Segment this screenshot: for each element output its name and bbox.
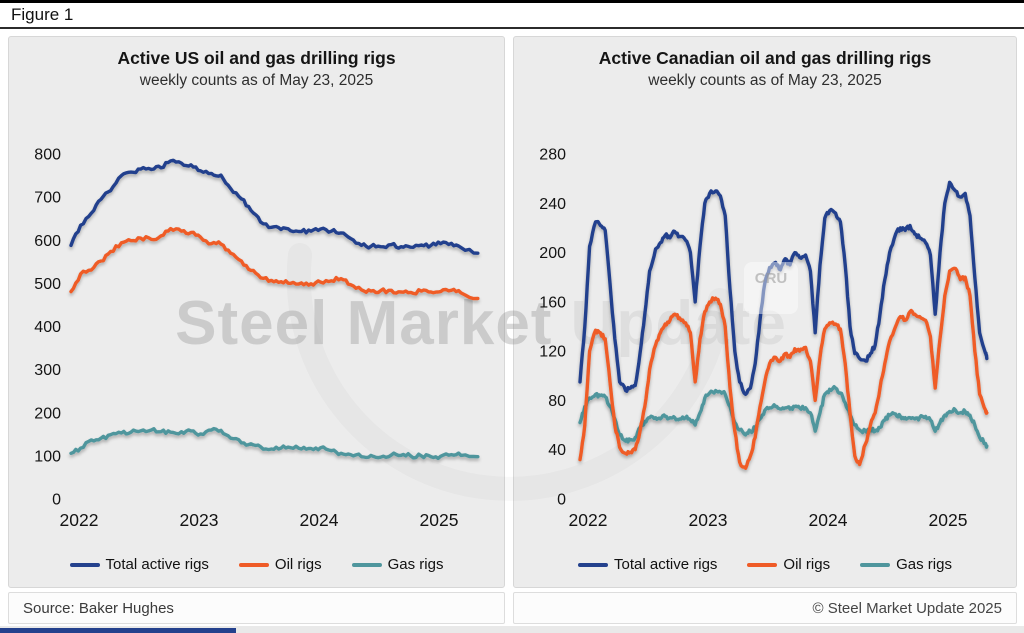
legend-item: Gas rigs (860, 556, 952, 573)
gas-rigs-line (69, 426, 480, 461)
copyright-note: © Steel Market Update 2025 (513, 592, 1017, 624)
figure-label: Figure 1 (11, 5, 74, 24)
us-chart-title: Active US oil and gas drilling rigs (117, 48, 396, 68)
y-tick-label: 120 (539, 344, 566, 361)
y-tick-label: 500 (34, 276, 61, 293)
y-tick-label: 100 (34, 448, 61, 465)
x-tick-label: 2025 (420, 510, 459, 530)
legend-label: Gas rigs (387, 556, 444, 573)
y-tick-label: 300 (34, 362, 61, 379)
us-chart-canvas: 0 100 200 300 400 500 600 700 800 2022 2023 2024 202… (34, 147, 480, 530)
canada-chart-subtitle: weekly counts as of May 23, 2025 (648, 72, 882, 89)
legend-item: Total active rigs (578, 556, 717, 573)
legend-item: Oil rigs (238, 556, 322, 573)
bottom-accent-bar (0, 628, 236, 633)
legend-label: Oil rigs (783, 556, 831, 573)
total-active-rigs-line (578, 180, 989, 396)
x-tick-label: 2024 (300, 510, 339, 530)
canada-chart-title: Active Canadian oil and gas drilling rig… (598, 48, 932, 68)
us-chart-legend: Total active rigs Oil rigs Gas rigs (9, 556, 504, 573)
legend-swatch (578, 562, 609, 567)
legend-label: Total active rigs (105, 556, 209, 573)
legend-swatch (351, 562, 382, 567)
y-tick-label: 240 (539, 196, 566, 213)
panel-us-chart: Active US oil and gas drilling rigs week… (8, 36, 505, 588)
y-tick-label: 0 (52, 492, 61, 509)
legend-swatch (747, 562, 778, 567)
y-tick-label: 80 (548, 393, 566, 410)
x-tick-label: 2022 (60, 510, 99, 530)
total-active-rigs-line (69, 158, 480, 255)
y-tick-label: 400 (34, 319, 61, 336)
y-tick-label: 200 (539, 245, 566, 262)
bottom-strip (0, 626, 1024, 633)
figure-header (0, 0, 1024, 29)
legend-item: Gas rigs (351, 556, 444, 573)
us-chart-subtitle: weekly counts as of May 23, 2025 (139, 72, 374, 89)
legend-label: Oil rigs (274, 556, 322, 573)
y-tick-label: 700 (34, 190, 61, 207)
canada-chart-canvas: 0 40 80 120 160 200 240 280 2022 2023 2024 2025 (539, 147, 989, 530)
legend-label: Gas rigs (896, 556, 952, 573)
y-tick-label: 800 (34, 147, 61, 164)
panel-canada-chart: Active Canadian oil and gas drilling rig… (513, 36, 1017, 588)
gas-rigs-line (578, 385, 989, 449)
legend-item: Total active rigs (69, 556, 209, 573)
y-tick-label: 0 (557, 492, 566, 509)
legend-item: Oil rigs (747, 556, 830, 573)
y-tick-label: 200 (34, 405, 61, 422)
y-tick-label: 280 (539, 147, 566, 164)
y-tick-label: 40 (548, 442, 566, 459)
legend-label: Total active rigs (614, 556, 718, 573)
x-tick-label: 2023 (180, 510, 219, 530)
y-tick-label: 600 (34, 233, 61, 250)
y-tick-label: 160 (539, 294, 566, 311)
legend-swatch (238, 562, 269, 567)
x-tick-label: 2024 (809, 510, 848, 530)
legend-swatch (69, 562, 100, 567)
x-tick-label: 2025 (929, 510, 968, 530)
x-tick-label: 2022 (569, 510, 608, 530)
x-tick-label: 2023 (689, 510, 728, 530)
oil-rigs-line (69, 226, 480, 301)
source-note: Source: Baker Hughes (8, 592, 505, 624)
legend-swatch (860, 562, 891, 567)
canada-chart-legend: Total active rigs Oil rigs Gas rigs (514, 556, 1016, 573)
oil-rigs-line (578, 266, 989, 470)
